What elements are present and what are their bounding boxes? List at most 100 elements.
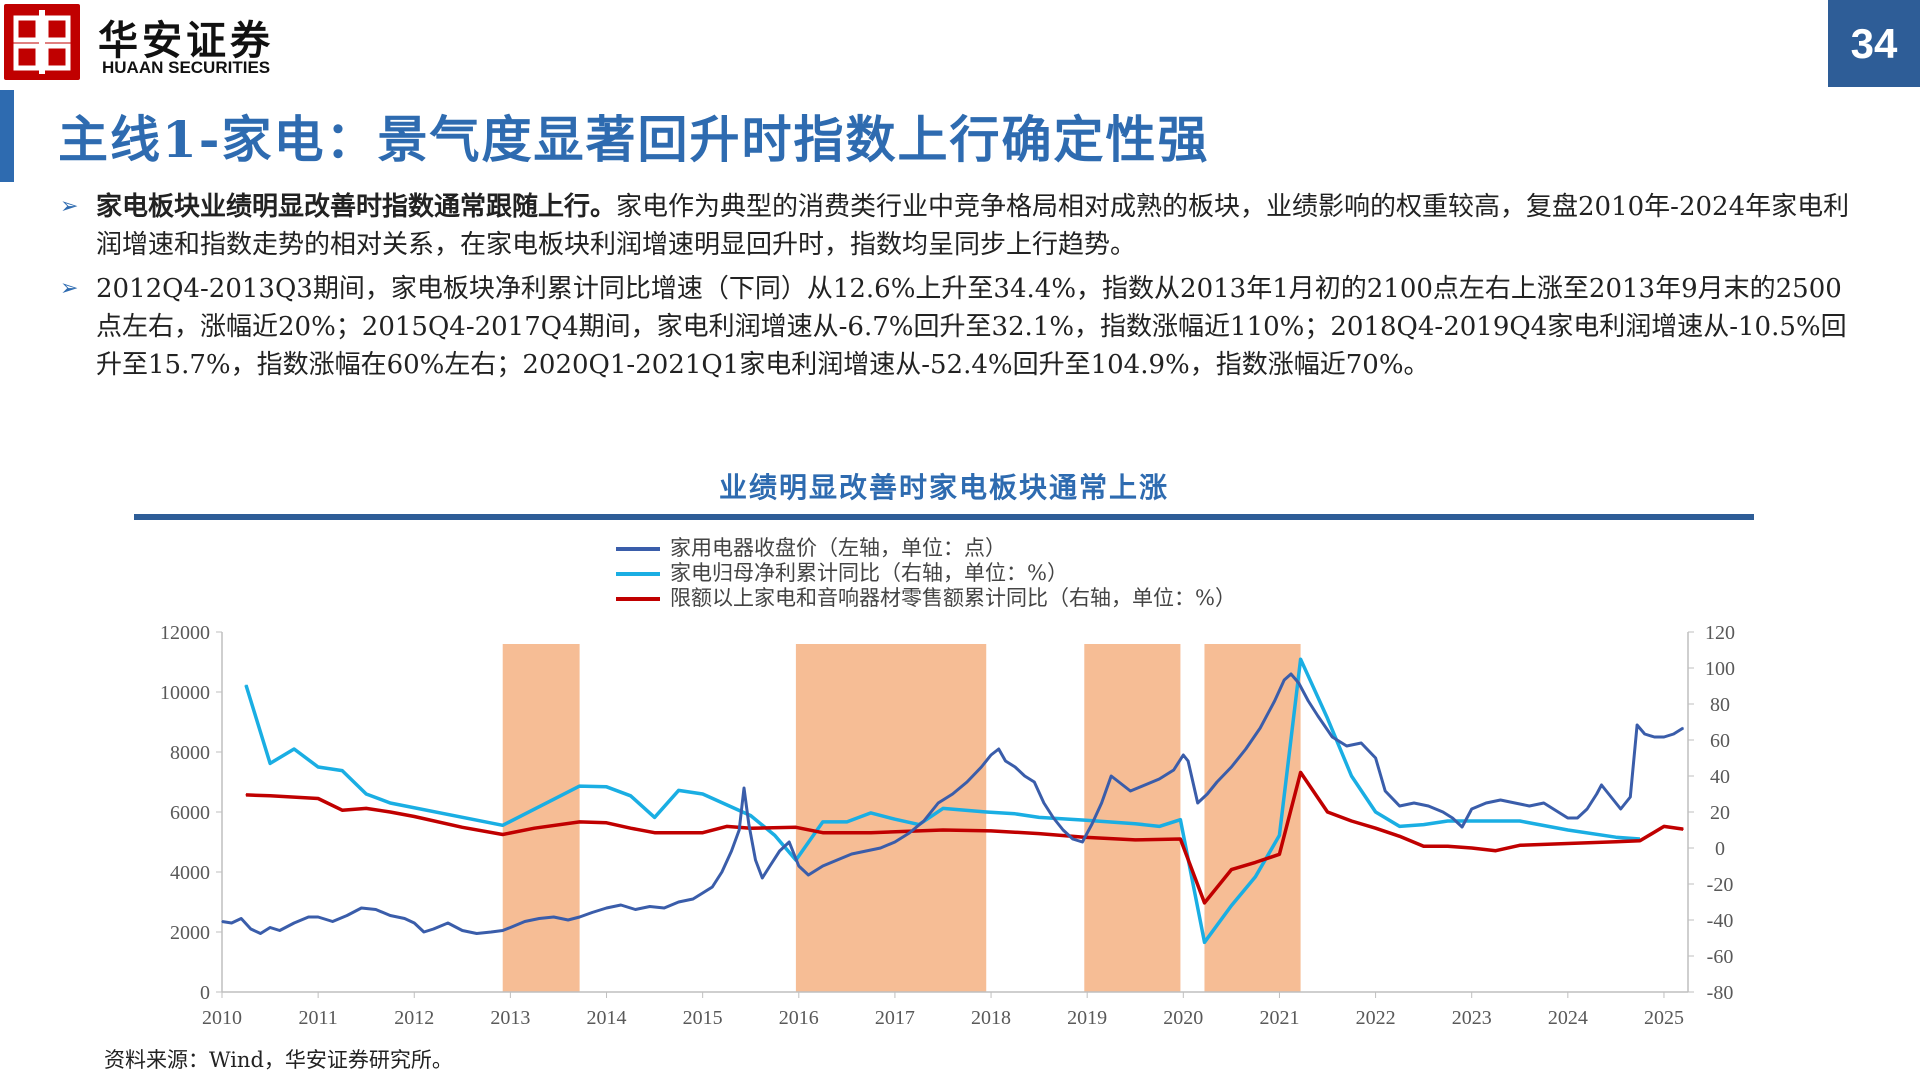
- bullet-list: ➢ 家电板块业绩明显改善时指数通常跟随上行。家电作为典型的消费类行业中竞争格局相…: [58, 188, 1858, 390]
- data-point: [1615, 841, 1617, 843]
- data-point: [579, 821, 581, 823]
- data-point: [1298, 682, 1300, 684]
- legend-label: 家电归母净利累计同比（右轴，单位：%）: [670, 561, 1068, 585]
- data-point: [1543, 802, 1545, 804]
- data-point: [1083, 819, 1085, 821]
- series-line: [245, 770, 1684, 905]
- data-point: [822, 821, 824, 823]
- data-point: [630, 827, 632, 829]
- data-point: [293, 748, 295, 750]
- data-point: [1557, 811, 1559, 813]
- chart-title-rule: [134, 514, 1754, 520]
- data-point: [1033, 781, 1035, 783]
- data-point: [1519, 820, 1521, 822]
- data-point: [1331, 736, 1333, 738]
- data-point: [937, 802, 939, 804]
- data-point: [1144, 784, 1146, 786]
- logo-text-en: HUAAN SECURITIES: [102, 58, 271, 77]
- x-tick-label: 2014: [587, 1007, 627, 1029]
- data-point: [649, 905, 651, 908]
- data-point: [1471, 808, 1473, 810]
- data-point: [630, 795, 632, 797]
- data-point: [923, 820, 925, 822]
- data-point: [1081, 841, 1083, 843]
- data-point: [1384, 790, 1386, 792]
- data-point: [634, 908, 637, 911]
- data-point: [798, 865, 800, 867]
- legend-item: 家用电器收盘价（左轴，单位：点）: [616, 536, 1236, 561]
- data-point: [553, 916, 555, 918]
- y-right-tick-label: 60: [1710, 730, 1730, 752]
- x-tick-label: 2011: [298, 1007, 337, 1029]
- data-point: [341, 809, 343, 811]
- data-point: [346, 914, 348, 917]
- data-point: [795, 826, 797, 828]
- x-tick-label: 2017: [875, 1007, 915, 1029]
- data-point: [389, 811, 391, 813]
- data-point: [1179, 838, 1181, 840]
- data-point: [476, 932, 478, 935]
- data-point: [726, 825, 728, 828]
- data-point: [1118, 781, 1120, 783]
- data-point: [870, 812, 872, 814]
- data-point: [1014, 766, 1016, 768]
- data-point: [1375, 811, 1377, 813]
- y-right-tick-label: 20: [1710, 802, 1730, 824]
- data-point: [1187, 760, 1189, 762]
- data-point: [490, 931, 492, 933]
- data-point: [918, 830, 920, 832]
- x-tick-label: 2015: [683, 1007, 723, 1029]
- data-point: [1567, 817, 1569, 819]
- y-right-tick-label: 40: [1710, 766, 1730, 788]
- data-point: [1499, 799, 1502, 801]
- data-point: [678, 901, 680, 903]
- data-point: [1052, 817, 1055, 819]
- x-tick-label: 2013: [490, 1007, 530, 1029]
- y-right-tick-label: -80: [1707, 982, 1734, 1004]
- data-point: [579, 785, 581, 787]
- data-point: [795, 859, 797, 861]
- data-point: [846, 821, 848, 823]
- data-point: [1519, 844, 1521, 846]
- data-point: [1024, 775, 1026, 777]
- legend-item: 限额以上家电和音响器材零售额累计同比（右轴，单位：%）: [616, 586, 1236, 611]
- data-point: [1360, 742, 1362, 744]
- data-point: [1495, 850, 1497, 852]
- data-point: [743, 787, 745, 789]
- data-point: [413, 815, 415, 818]
- data-point: [1350, 775, 1353, 777]
- data-point: [605, 907, 608, 909]
- data-point: [1278, 853, 1280, 855]
- data-point: [1158, 825, 1160, 828]
- data-point: [788, 841, 790, 843]
- y-right-tick-label: -40: [1707, 910, 1734, 932]
- data-point: [341, 770, 343, 772]
- x-tick-label: 2025: [1644, 1007, 1684, 1029]
- data-point: [851, 853, 853, 855]
- data-point: [404, 917, 406, 920]
- data-point: [1663, 736, 1665, 738]
- data-point: [317, 916, 319, 918]
- page-title: 主线1-家电：景气度显著回升时指数上行确定性强: [58, 110, 1210, 169]
- logo-text-cn: 华安证券: [98, 17, 274, 64]
- data-point: [502, 824, 504, 826]
- data-point: [1461, 826, 1463, 828]
- data-point: [1216, 781, 1218, 783]
- data-point: [1423, 845, 1425, 847]
- data-point: [1072, 838, 1074, 840]
- data-point: [1399, 835, 1401, 837]
- data-point: [1110, 775, 1112, 777]
- y-left-tick-label: 6000: [170, 802, 210, 824]
- data-point: [1278, 834, 1280, 837]
- x-tick-label: 2018: [971, 1007, 1011, 1029]
- data-point: [990, 830, 992, 832]
- data-point: [908, 832, 910, 834]
- data-point: [1586, 808, 1588, 810]
- data-point: [1442, 811, 1444, 813]
- arrow-bullet-icon: ➢: [60, 276, 79, 301]
- data-point: [1283, 679, 1285, 681]
- data-point: [432, 928, 435, 930]
- data-point: [317, 797, 319, 800]
- y-left-tick-label: 10000: [160, 682, 210, 704]
- data-point: [807, 874, 810, 876]
